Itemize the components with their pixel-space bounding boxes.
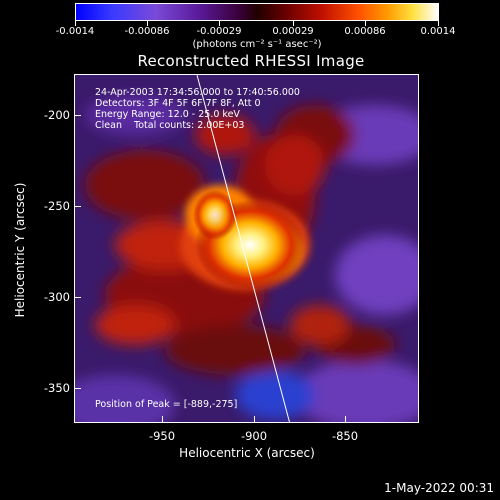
colorbar-tick <box>147 21 148 26</box>
limb-line <box>196 75 290 422</box>
render-timestamp: 1-May-2022 00:31 <box>384 481 494 495</box>
plot-title: Reconstructed RHESSI Image <box>137 52 365 70</box>
y-tick-label: -300 <box>43 290 70 304</box>
x-tick-label: -900 <box>240 429 268 443</box>
y-tick <box>74 388 81 389</box>
colorbar-tick-label: 0.00029 <box>272 26 314 37</box>
colorbar <box>75 3 439 21</box>
y-tick-label: -350 <box>43 381 70 395</box>
peak-position: Position of Peak = [-889,-275] <box>95 399 238 410</box>
y-tick <box>74 297 81 298</box>
x-tick <box>345 416 346 423</box>
rhessi-image <box>75 75 418 422</box>
colorbar-tick <box>75 21 76 26</box>
y-axis-title: Heliocentric Y (arcsec) <box>13 182 27 318</box>
x-tick <box>254 416 255 423</box>
detectors-info: Detectors: 3F 4F 5F 6F 7F 8F, Att 0 <box>95 98 261 109</box>
observation-time: 24-Apr-2003 17:34:56.000 to 17:40:56.000 <box>95 87 300 98</box>
colorbar-tick <box>293 21 294 26</box>
energy-range-info: Energy Range: 12.0 - 25.0 keV <box>95 109 240 120</box>
colorbar-tick-label: -0.00086 <box>124 26 170 37</box>
y-tick-label: -200 <box>43 108 70 122</box>
colorbar-tick-label: -0.0014 <box>55 26 95 37</box>
clean-info: Clean Total counts: 2.00E+03 <box>95 120 245 131</box>
colorbar-units: (photons cm⁻² s⁻¹ asec⁻²) <box>192 39 322 50</box>
colorbar-tick-label: -0.00029 <box>196 26 242 37</box>
x-axis-title: Heliocentric X (arcsec) <box>179 446 315 460</box>
colorbar-tick <box>219 21 220 26</box>
colorbar-tick <box>438 21 439 26</box>
y-tick <box>74 206 81 207</box>
x-tick <box>162 416 163 423</box>
x-tick-label: -950 <box>148 429 176 443</box>
y-tick-label: -250 <box>43 199 70 213</box>
y-tick <box>74 115 81 116</box>
colorbar-tick <box>365 21 366 26</box>
x-tick-label: -850 <box>331 429 359 443</box>
colorbar-tick-label: 0.0014 <box>420 26 456 37</box>
colorbar-tick-label: 0.00086 <box>344 26 386 37</box>
rhessi-image-plot: 24-Apr-2003 17:34:56.000 to 17:40:56.000… <box>74 74 419 423</box>
